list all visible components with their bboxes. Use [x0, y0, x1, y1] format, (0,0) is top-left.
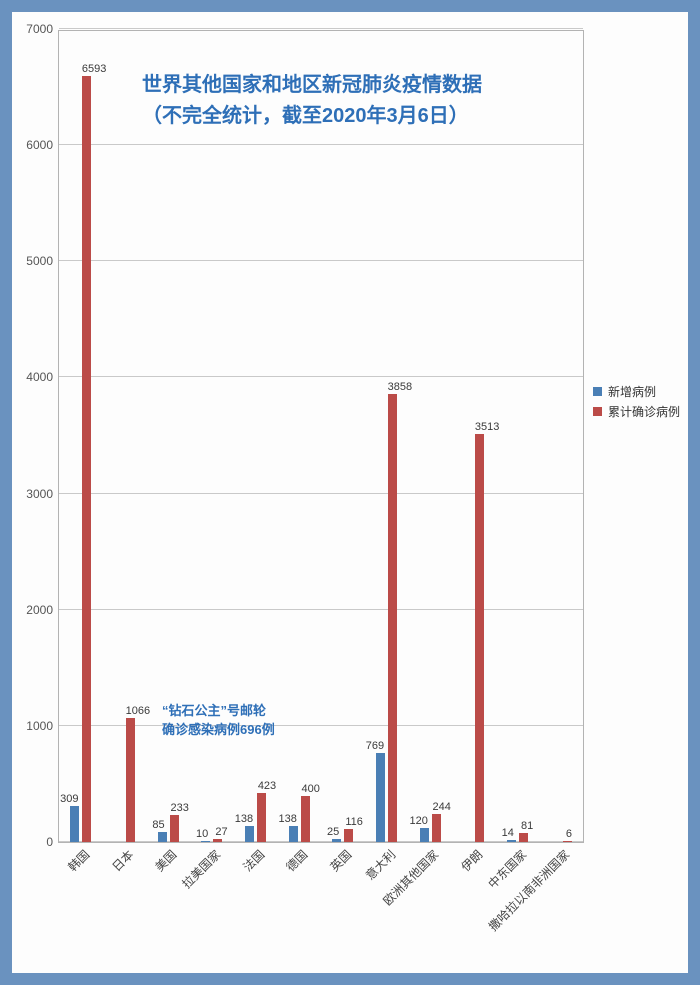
category-group: 7693858 — [365, 31, 409, 842]
gridline: 7000 — [59, 28, 583, 29]
bars-container: 3096593106685233102713842313840025116769… — [59, 31, 583, 842]
bar: 81 — [519, 833, 528, 842]
legend-label: 累计确诊病例 — [608, 403, 680, 420]
x-tick-label: 撒哈拉以南非洲国家 — [485, 846, 573, 934]
bar-value-label: 120 — [409, 815, 427, 828]
bar: 25 — [332, 839, 341, 842]
y-tick-label: 0 — [46, 835, 59, 849]
bar: 6 — [563, 841, 572, 842]
bar: 423 — [257, 793, 266, 842]
chart-title-line2: （不完全统计，截至2020年3月6日） — [142, 101, 602, 132]
chart-annotation: “钻石公主”号邮轮 确诊感染病例696例 — [162, 702, 275, 740]
bar-value-label: 233 — [170, 802, 188, 815]
category-group: 3096593 — [59, 31, 103, 842]
bar-value-label: 309 — [60, 793, 78, 806]
bar-value-label: 423 — [258, 780, 276, 793]
y-tick-label: 7000 — [26, 22, 59, 36]
x-tick-label: 美国 — [151, 846, 180, 875]
bar: 120 — [420, 828, 429, 842]
category-group: 3513 — [452, 31, 496, 842]
bar-value-label: 6 — [566, 828, 572, 841]
category-group: 6 — [539, 31, 583, 842]
chart-annotation-line2: 确诊感染病例696例 — [162, 721, 275, 740]
bar-value-label: 769 — [366, 740, 384, 753]
x-tick-label: 德国 — [282, 846, 311, 875]
legend-item: 累计确诊病例 — [593, 403, 680, 420]
bar: 233 — [170, 815, 179, 842]
chart-frame: 01000200030004000500060007000 3096593106… — [0, 0, 700, 985]
category-group: 138400 — [277, 31, 321, 842]
legend-swatch — [593, 407, 602, 416]
x-tick-label: 法国 — [239, 846, 268, 875]
bar-value-label: 400 — [301, 783, 319, 796]
x-tick-label: 日本 — [108, 846, 137, 875]
bar-value-label: 27 — [215, 826, 227, 839]
bar: 3858 — [388, 394, 397, 842]
category-group: 120244 — [408, 31, 452, 842]
bar: 138 — [289, 826, 298, 842]
bar: 6593 — [82, 76, 91, 842]
bar: 14 — [507, 840, 516, 842]
x-tick-label: 英国 — [326, 846, 355, 875]
x-tick-label: 伊朗 — [457, 846, 486, 875]
bar: 400 — [301, 796, 310, 842]
bar: 27 — [213, 839, 222, 842]
y-tick-label: 4000 — [26, 370, 59, 384]
bar: 10 — [201, 841, 210, 842]
legend-swatch — [593, 387, 602, 396]
x-tick-label: 拉美国家 — [178, 846, 224, 892]
bar-value-label: 10 — [196, 828, 208, 841]
bar: 3513 — [475, 434, 484, 842]
bar: 116 — [344, 829, 353, 842]
legend-item: 新增病例 — [593, 383, 680, 400]
y-tick-label: 5000 — [26, 254, 59, 268]
y-tick-label: 6000 — [26, 138, 59, 152]
category-group: 25116 — [321, 31, 365, 842]
legend-label: 新增病例 — [608, 383, 656, 400]
bar: 85 — [158, 832, 167, 842]
bar-value-label: 25 — [327, 826, 339, 839]
bar-value-label: 81 — [521, 820, 533, 833]
bar: 309 — [70, 806, 79, 842]
bar-value-label: 138 — [278, 813, 296, 826]
bar: 138 — [245, 826, 254, 842]
bar-value-label: 85 — [152, 819, 164, 832]
category-group: 1481 — [496, 31, 540, 842]
y-tick-label: 2000 — [26, 603, 59, 617]
bar-value-label: 14 — [502, 827, 514, 840]
category-group: 1066 — [103, 31, 147, 842]
bar: 244 — [432, 814, 441, 842]
x-tick-label: 意大利 — [361, 846, 398, 883]
y-tick-label: 1000 — [26, 719, 59, 733]
chart-annotation-line1: “钻石公主”号邮轮 — [162, 702, 275, 721]
bar-value-label: 138 — [235, 813, 253, 826]
bar-value-label: 244 — [432, 801, 450, 814]
bar-value-label: 116 — [345, 816, 363, 829]
x-tick-label: 韩国 — [64, 846, 93, 875]
bar: 769 — [376, 753, 385, 842]
chart-title: 世界其他国家和地区新冠肺炎疫情数据 （不完全统计，截至2020年3月6日） — [142, 70, 602, 132]
legend: 新增病例累计确诊病例 — [593, 380, 680, 423]
plot-area: 01000200030004000500060007000 3096593106… — [58, 30, 584, 843]
chart-title-line1: 世界其他国家和地区新冠肺炎疫情数据 — [142, 70, 602, 101]
y-tick-label: 3000 — [26, 487, 59, 501]
bar: 1066 — [126, 718, 135, 842]
